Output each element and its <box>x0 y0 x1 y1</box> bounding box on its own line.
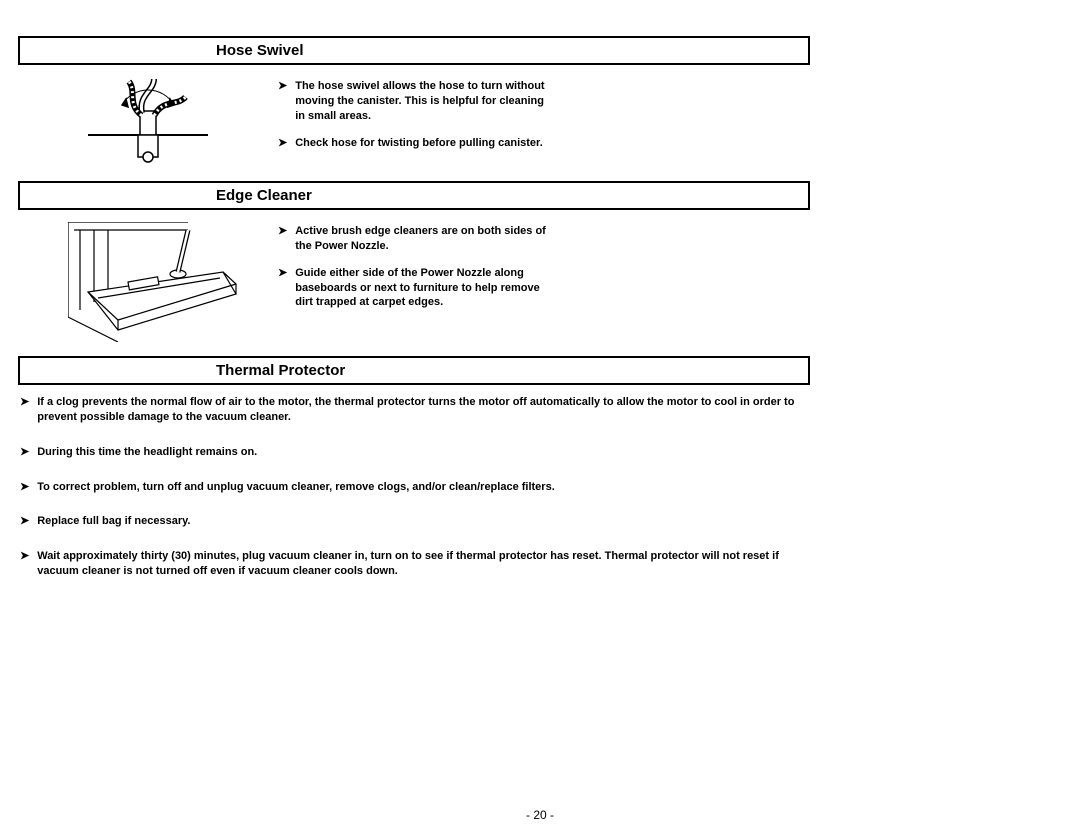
bullet-text: During this time the headlight remains o… <box>37 445 257 460</box>
bullet-text: If a clog prevents the normal flow of ai… <box>37 395 800 425</box>
edge-cleaner-illustration <box>18 220 248 342</box>
list-item: ➤ Wait approximately thirty (30) minutes… <box>20 549 800 579</box>
section-title: Hose Swivel <box>216 42 800 59</box>
bullet-icon: ➤ <box>20 549 29 564</box>
section-title: Edge Cleaner <box>216 187 800 204</box>
list-item: ➤ The hose swivel allows the hose to tur… <box>278 79 790 124</box>
list-item: ➤ During this time the headlight remains… <box>20 445 800 460</box>
bullet-icon: ➤ <box>278 266 287 281</box>
bullet-list: ➤ Active brush edge cleaners are on both… <box>248 220 810 322</box>
list-item: ➤ Replace full bag if necessary. <box>20 514 800 529</box>
hose-swivel-illustration <box>18 75 248 167</box>
bullet-icon: ➤ <box>278 224 287 239</box>
bullet-icon: ➤ <box>20 395 29 410</box>
section-title: Thermal Protector <box>216 362 800 379</box>
manual-page: Hose Swivel <box>18 36 810 599</box>
bullet-icon: ➤ <box>278 79 287 94</box>
bullet-icon: ➤ <box>20 514 29 529</box>
list-item: ➤ If a clog prevents the normal flow of … <box>20 395 800 425</box>
section-header-hose: Hose Swivel <box>18 36 810 65</box>
bullet-text: To correct problem, turn off and unplug … <box>37 480 555 495</box>
bullet-text: Check hose for twisting before pulling c… <box>295 136 543 151</box>
bullet-icon: ➤ <box>20 445 29 460</box>
bullet-text: Replace full bag if necessary. <box>37 514 190 529</box>
list-item: ➤ To correct problem, turn off and unplu… <box>20 480 800 495</box>
section-body-hose: ➤ The hose swivel allows the hose to tur… <box>18 75 810 167</box>
list-item: ➤ Check hose for twisting before pulling… <box>278 136 790 151</box>
section-body-edge: ➤ Active brush edge cleaners are on both… <box>18 220 810 342</box>
bullet-text: Wait approximately thirty (30) minutes, … <box>37 549 800 579</box>
list-item: ➤ Guide either side of the Power Nozzle … <box>278 266 790 311</box>
bullet-text: Active brush edge cleaners are on both s… <box>295 224 555 254</box>
bullet-list: ➤ The hose swivel allows the hose to tur… <box>248 75 810 162</box>
list-item: ➤ Active brush edge cleaners are on both… <box>278 224 790 254</box>
page-number: - 20 - <box>0 808 1080 822</box>
bullet-list: ➤ If a clog prevents the normal flow of … <box>18 395 810 579</box>
bullet-text: Guide either side of the Power Nozzle al… <box>295 266 555 311</box>
bullet-text: The hose swivel allows the hose to turn … <box>295 79 555 124</box>
section-header-thermal: Thermal Protector <box>18 356 810 385</box>
bullet-icon: ➤ <box>278 136 287 151</box>
section-header-edge: Edge Cleaner <box>18 181 810 210</box>
bullet-icon: ➤ <box>20 480 29 495</box>
